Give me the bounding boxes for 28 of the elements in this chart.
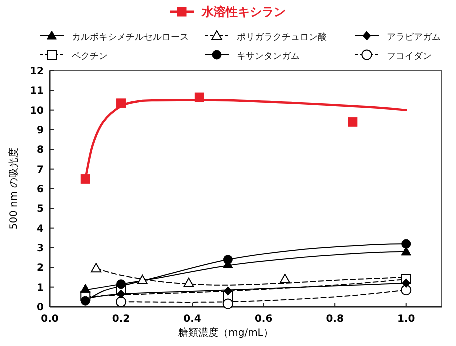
y-tick-label: 2: [37, 263, 44, 274]
y-tick-label: 12: [30, 66, 44, 78]
x-tick-label: 0.4: [184, 314, 202, 325]
y-tick-label: 5: [37, 204, 44, 216]
legend-label: 水溶性キシラン: [201, 5, 286, 19]
y-tick-label: 3: [37, 244, 44, 254]
y-tick-label: 0: [37, 302, 44, 314]
y-tick-label: 11: [30, 86, 44, 98]
y-tick-label: 9: [37, 126, 44, 136]
y-tick-label: 10: [30, 106, 44, 117]
y-tick-label: 8: [37, 145, 44, 156]
legend-label: カルボキシメチルセルロース: [72, 32, 189, 43]
y-tick-label: 4: [37, 224, 44, 235]
x-tick-label: 0.8: [326, 314, 344, 325]
legend-label: ペクチン: [72, 52, 108, 62]
y-axis-title: 500 nm の吸光度: [8, 148, 20, 230]
y-tick-label: 6: [37, 184, 44, 196]
legend-label: フコイダン: [387, 51, 432, 62]
y-tick-label: 1: [37, 282, 44, 294]
legend-label: キサンタンガム: [237, 52, 300, 62]
x-axis-title: 糖類濃度（mg/mL）: [178, 327, 274, 339]
y-tick-label: 7: [37, 164, 44, 176]
x-tick-label: 0.2: [112, 314, 130, 325]
legend-label: ポリガラクチュロン酸: [237, 32, 327, 43]
x-tick-label: 1.0: [398, 314, 416, 325]
x-tick-label: 0.6: [254, 314, 273, 325]
x-tick-label: 0.0: [41, 314, 59, 325]
legend-label: アラビアガム: [387, 32, 441, 43]
